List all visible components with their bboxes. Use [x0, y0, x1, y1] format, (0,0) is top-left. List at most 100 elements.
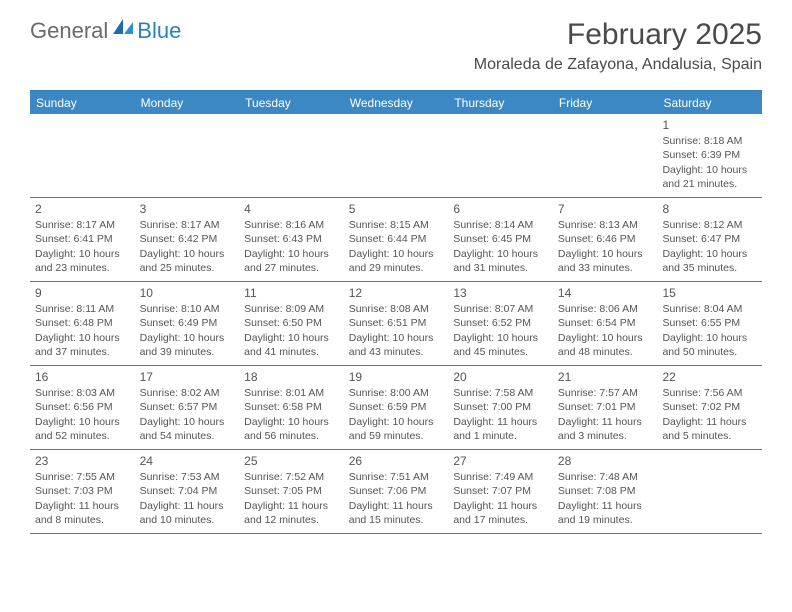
day-cell: 9Sunrise: 8:11 AMSunset: 6:48 PMDaylight… [30, 282, 135, 365]
day-info-line: Daylight: 11 hours [349, 499, 444, 513]
day-info-line: and 37 minutes. [35, 345, 130, 359]
day-info-line: and 48 minutes. [558, 345, 653, 359]
day-cell: 8Sunrise: 8:12 AMSunset: 6:47 PMDaylight… [657, 198, 762, 281]
day-cell: 19Sunrise: 8:00 AMSunset: 6:59 PMDayligh… [344, 366, 449, 449]
day-cell: 24Sunrise: 7:53 AMSunset: 7:04 PMDayligh… [135, 450, 240, 533]
dayheader: Wednesday [344, 92, 449, 114]
day-number: 11 [244, 285, 339, 301]
day-info-line: Sunrise: 8:11 AM [35, 302, 130, 316]
dayheader: Tuesday [239, 92, 344, 114]
day-info-line: Daylight: 11 hours [140, 499, 235, 513]
day-cell: 2Sunrise: 8:17 AMSunset: 6:41 PMDaylight… [30, 198, 135, 281]
day-info: Sunrise: 7:53 AMSunset: 7:04 PMDaylight:… [140, 470, 235, 527]
day-info: Sunrise: 7:55 AMSunset: 7:03 PMDaylight:… [35, 470, 130, 527]
day-info-line: and 1 minute. [453, 429, 548, 443]
weeks-container: 1Sunrise: 8:18 AMSunset: 6:39 PMDaylight… [30, 114, 762, 534]
day-info: Sunrise: 8:04 AMSunset: 6:55 PMDaylight:… [662, 302, 757, 359]
day-number: 22 [662, 369, 757, 385]
day-number: 24 [140, 453, 235, 469]
day-info: Sunrise: 8:08 AMSunset: 6:51 PMDaylight:… [349, 302, 444, 359]
day-info-line: Sunset: 6:46 PM [558, 232, 653, 246]
day-info-line: Sunset: 7:02 PM [662, 400, 757, 414]
dayheader: Saturday [657, 92, 762, 114]
day-cell [239, 114, 344, 197]
day-info-line: Sunset: 6:41 PM [35, 232, 130, 246]
day-info: Sunrise: 7:48 AMSunset: 7:08 PMDaylight:… [558, 470, 653, 527]
day-info-line: Sunrise: 8:17 AM [35, 218, 130, 232]
day-number: 6 [453, 201, 548, 217]
day-info-line: Daylight: 10 hours [140, 331, 235, 345]
day-info-line: Daylight: 10 hours [349, 247, 444, 261]
day-info-line: Sunrise: 7:58 AM [453, 386, 548, 400]
day-info: Sunrise: 8:02 AMSunset: 6:57 PMDaylight:… [140, 386, 235, 443]
day-info-line: and 39 minutes. [140, 345, 235, 359]
day-cell: 26Sunrise: 7:51 AMSunset: 7:06 PMDayligh… [344, 450, 449, 533]
day-info-line: Sunrise: 7:49 AM [453, 470, 548, 484]
day-info-line: Daylight: 10 hours [349, 415, 444, 429]
month-title: February 2025 [474, 18, 762, 52]
day-info: Sunrise: 8:10 AMSunset: 6:49 PMDaylight:… [140, 302, 235, 359]
day-info-line: Sunset: 6:51 PM [349, 316, 444, 330]
day-info-line: Sunrise: 8:18 AM [662, 134, 757, 148]
day-number: 16 [35, 369, 130, 385]
day-cell [30, 114, 135, 197]
day-info-line: and 12 minutes. [244, 513, 339, 527]
day-number: 20 [453, 369, 548, 385]
day-info-line: Sunrise: 8:04 AM [662, 302, 757, 316]
day-info-line: Daylight: 10 hours [35, 415, 130, 429]
day-info-line: and 45 minutes. [453, 345, 548, 359]
day-info: Sunrise: 7:57 AMSunset: 7:01 PMDaylight:… [558, 386, 653, 443]
day-number: 3 [140, 201, 235, 217]
day-cell [448, 114, 553, 197]
day-info-line: Sunset: 6:39 PM [662, 148, 757, 162]
location: Moraleda de Zafayona, Andalusia, Spain [474, 56, 762, 74]
day-info-line: Daylight: 11 hours [453, 415, 548, 429]
day-info: Sunrise: 8:03 AMSunset: 6:56 PMDaylight:… [35, 386, 130, 443]
day-info-line: Sunrise: 8:13 AM [558, 218, 653, 232]
day-info-line: Sunset: 7:06 PM [349, 484, 444, 498]
day-info-line: Sunrise: 8:06 AM [558, 302, 653, 316]
day-cell: 1Sunrise: 8:18 AMSunset: 6:39 PMDaylight… [657, 114, 762, 197]
day-number: 4 [244, 201, 339, 217]
day-info-line: and 23 minutes. [35, 261, 130, 275]
day-info: Sunrise: 8:00 AMSunset: 6:59 PMDaylight:… [349, 386, 444, 443]
logo-text-general: General [30, 18, 108, 44]
day-info-line: Daylight: 10 hours [244, 331, 339, 345]
day-cell: 15Sunrise: 8:04 AMSunset: 6:55 PMDayligh… [657, 282, 762, 365]
day-cell: 27Sunrise: 7:49 AMSunset: 7:07 PMDayligh… [448, 450, 553, 533]
day-cell [553, 114, 658, 197]
day-cell [657, 450, 762, 533]
day-cell: 12Sunrise: 8:08 AMSunset: 6:51 PMDayligh… [344, 282, 449, 365]
week-row: 2Sunrise: 8:17 AMSunset: 6:41 PMDaylight… [30, 198, 762, 282]
day-info-line: Sunset: 6:50 PM [244, 316, 339, 330]
day-info-line: Daylight: 11 hours [558, 499, 653, 513]
day-info-line: and 52 minutes. [35, 429, 130, 443]
logo: General Blue [30, 18, 181, 44]
day-info-line: Sunrise: 8:12 AM [662, 218, 757, 232]
day-info-line: Sunset: 6:58 PM [244, 400, 339, 414]
day-info-line: Sunset: 6:44 PM [349, 232, 444, 246]
day-info-line: Sunset: 6:55 PM [662, 316, 757, 330]
day-number: 13 [453, 285, 548, 301]
day-cell: 18Sunrise: 8:01 AMSunset: 6:58 PMDayligh… [239, 366, 344, 449]
day-info: Sunrise: 7:56 AMSunset: 7:02 PMDaylight:… [662, 386, 757, 443]
day-cell: 17Sunrise: 8:02 AMSunset: 6:57 PMDayligh… [135, 366, 240, 449]
day-info-line: Daylight: 10 hours [662, 163, 757, 177]
day-info-line: Sunrise: 7:52 AM [244, 470, 339, 484]
day-info-line: Sunrise: 8:03 AM [35, 386, 130, 400]
dayheader-row: SundayMondayTuesdayWednesdayThursdayFrid… [30, 92, 762, 114]
day-info: Sunrise: 7:58 AMSunset: 7:00 PMDaylight:… [453, 386, 548, 443]
day-info-line: Daylight: 10 hours [244, 247, 339, 261]
day-info-line: Sunset: 6:47 PM [662, 232, 757, 246]
day-info-line: and 5 minutes. [662, 429, 757, 443]
day-info-line: Daylight: 11 hours [662, 415, 757, 429]
day-cell: 5Sunrise: 8:15 AMSunset: 6:44 PMDaylight… [344, 198, 449, 281]
day-info-line: Daylight: 10 hours [453, 247, 548, 261]
day-number: 26 [349, 453, 444, 469]
day-info-line: Sunrise: 7:55 AM [35, 470, 130, 484]
day-number: 8 [662, 201, 757, 217]
day-info-line: Sunrise: 8:10 AM [140, 302, 235, 316]
day-info: Sunrise: 8:14 AMSunset: 6:45 PMDaylight:… [453, 218, 548, 275]
dayheader: Sunday [30, 92, 135, 114]
day-info-line: Sunset: 6:43 PM [244, 232, 339, 246]
